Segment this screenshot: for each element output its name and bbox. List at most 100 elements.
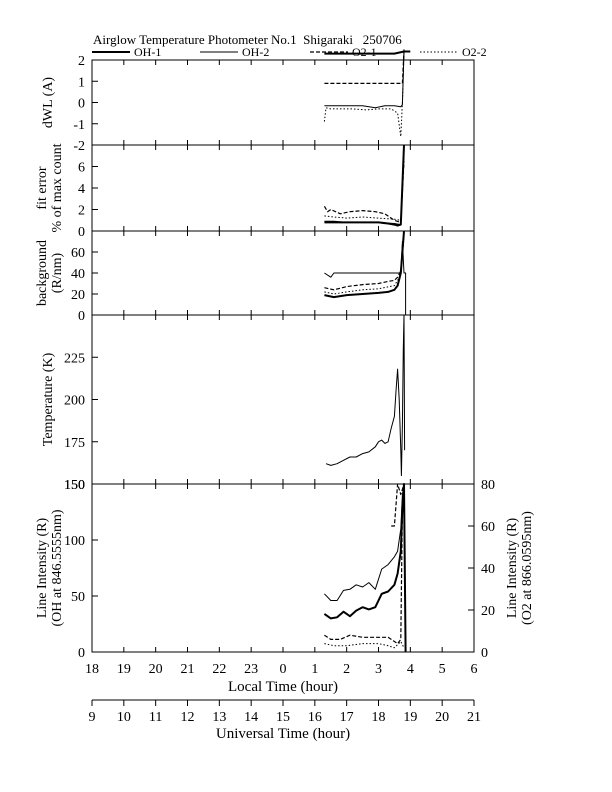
panel-ylabel: % of max count (50, 143, 65, 232)
series-oh-2-line (324, 150, 405, 226)
local-time-tick-label: 3 (375, 662, 382, 677)
chart-title-text: Airglow Temperature Photometer No.1 Shig… (93, 32, 402, 47)
y-tick-label-right: 60 (481, 520, 495, 535)
local-time-tick-label: 23 (244, 662, 258, 677)
y-tick-label: 1 (78, 75, 85, 90)
local-time-tick-label: 2 (343, 662, 350, 677)
y-tick-label-right: 80 (481, 478, 495, 493)
series-oh-1-line (323, 483, 407, 652)
series-group (325, 314, 406, 477)
series-o2-1-line (324, 483, 405, 645)
panel-frame (91, 59, 475, 146)
series-group (324, 230, 407, 315)
local-time-tick-label: 5 (439, 662, 446, 677)
y-tick-label: -2 (73, 139, 85, 154)
legend-entry-oh-1: OH-1 (134, 45, 161, 59)
y-tick-label: 150 (64, 478, 85, 493)
panel-temperature: 150 175 200 225 Temperature (K) (41, 314, 475, 493)
y-tick-label: 6 (78, 161, 85, 176)
series-oh-1-line (325, 314, 406, 477)
y-tick-label: 2 (78, 54, 85, 69)
y-tick-label: -1 (73, 118, 85, 133)
series-o2-1-line (324, 233, 405, 291)
panels: -2 -1 0 1 2 dWL (A) 0 2 4 6 fit error% of max coun… (35, 49, 535, 661)
series-o2-1-line (324, 49, 405, 85)
series-oh-1-line (324, 230, 405, 299)
local-time-tick-label: 22 (212, 662, 226, 677)
local-time-tick-label: 19 (117, 662, 131, 677)
chart-title: Airglow Temperature Photometer No.1 Shig… (93, 32, 402, 47)
local-time-tick-label: 18 (85, 662, 99, 677)
panel-ylabel: background (35, 240, 50, 306)
panel-ylabel: (OH at 846.5555nm) (50, 509, 65, 626)
legend: OH-1 OH-2 O2-1 O2-2 (92, 45, 487, 59)
series-o2-2-line (324, 641, 405, 649)
universal-time-axis-label: Universal Time (hour) (216, 726, 350, 742)
series-o2-2-line (323, 51, 405, 137)
panel-fit: 0 2 4 6 fit error% of max count (35, 143, 475, 240)
series-o2-2-line (324, 236, 405, 295)
universal-time-tick-label: 21 (467, 710, 481, 725)
series-oh-2-line (324, 51, 405, 109)
y-tick-label: 0 (78, 646, 85, 661)
y-tick-label: 150 (64, 478, 85, 493)
local-time-tick-label: 20 (149, 662, 163, 677)
y-tick-label: 175 (64, 436, 85, 451)
universal-time-tick-label: 15 (276, 710, 290, 725)
y-tick-label-right: 20 (481, 604, 495, 619)
series-group (323, 483, 407, 652)
y-tick-label: 0 (78, 97, 85, 112)
series-group (323, 144, 405, 227)
universal-time-tick-label: 13 (212, 710, 226, 725)
local-time-tick-label: 0 (280, 662, 287, 677)
series-group (323, 49, 411, 137)
series-o2-1-line (323, 161, 405, 223)
local-time-tick-label: 21 (181, 662, 195, 677)
universal-time-tick-label: 16 (308, 710, 322, 725)
y-tick-label: 200 (64, 394, 85, 409)
panel-background: 0 20 40 60 background (R/nm) (35, 230, 475, 324)
local-time-tick-label: 6 (471, 662, 478, 677)
local-time-axis-label: Local Time (hour) (228, 679, 338, 695)
panel-ylabel: dWL (A) (41, 77, 56, 129)
local-time-tick-label: 4 (407, 662, 414, 677)
universal-time-tick-label: 18 (372, 710, 386, 725)
y-tick-label: 20 (71, 288, 85, 303)
universal-time-tick-label: 11 (149, 710, 162, 725)
universal-time-tick-label: 14 (244, 710, 258, 725)
panel-frame (91, 230, 475, 316)
universal-time-tick-label: 19 (403, 710, 417, 725)
y-tick-label: 0 (78, 225, 85, 240)
panel-ylabel: Line Intensity (R) (35, 518, 50, 619)
panel-ylabel-right: (O2 at 866.0595nm) (520, 511, 535, 625)
panel-ylabel-right: Line Intensity (R) (505, 518, 520, 619)
universal-time-tick-label: 9 (89, 710, 96, 725)
y-tick-label: 100 (64, 534, 85, 549)
universal-time-tick-label: 20 (435, 710, 449, 725)
series-oh-2-line (324, 483, 405, 601)
series-oh-1-line (324, 144, 405, 227)
universal-time-tick-label: 12 (181, 710, 195, 725)
y-tick-label: 50 (71, 590, 85, 605)
legend-entry-o2-1: O2-1 (352, 45, 377, 59)
series-oh-1-line (324, 50, 411, 55)
panel-frame (91, 144, 475, 232)
universal-time-tick-label: 17 (340, 710, 354, 725)
y-tick-label: 40 (71, 267, 85, 282)
series-o2-2-line (324, 155, 405, 221)
y-tick-label: 4 (78, 182, 85, 197)
y-tick-label: 2 (78, 204, 85, 219)
y-tick-label-right: 0 (481, 646, 488, 661)
legend-entry-o2-2: O2-2 (462, 45, 487, 59)
y-tick-label: 0 (78, 309, 85, 324)
panel-frame (91, 314, 475, 485)
panel-ylabel: fit error (35, 166, 50, 209)
panel-ylabel: Temperature (K) (41, 352, 56, 446)
y-tick-label: 60 (71, 246, 85, 261)
series-o2-1-line (391, 483, 405, 527)
panel-frame (91, 483, 475, 653)
panel-dwl: -2 -1 0 1 2 dWL (A) (41, 49, 475, 154)
